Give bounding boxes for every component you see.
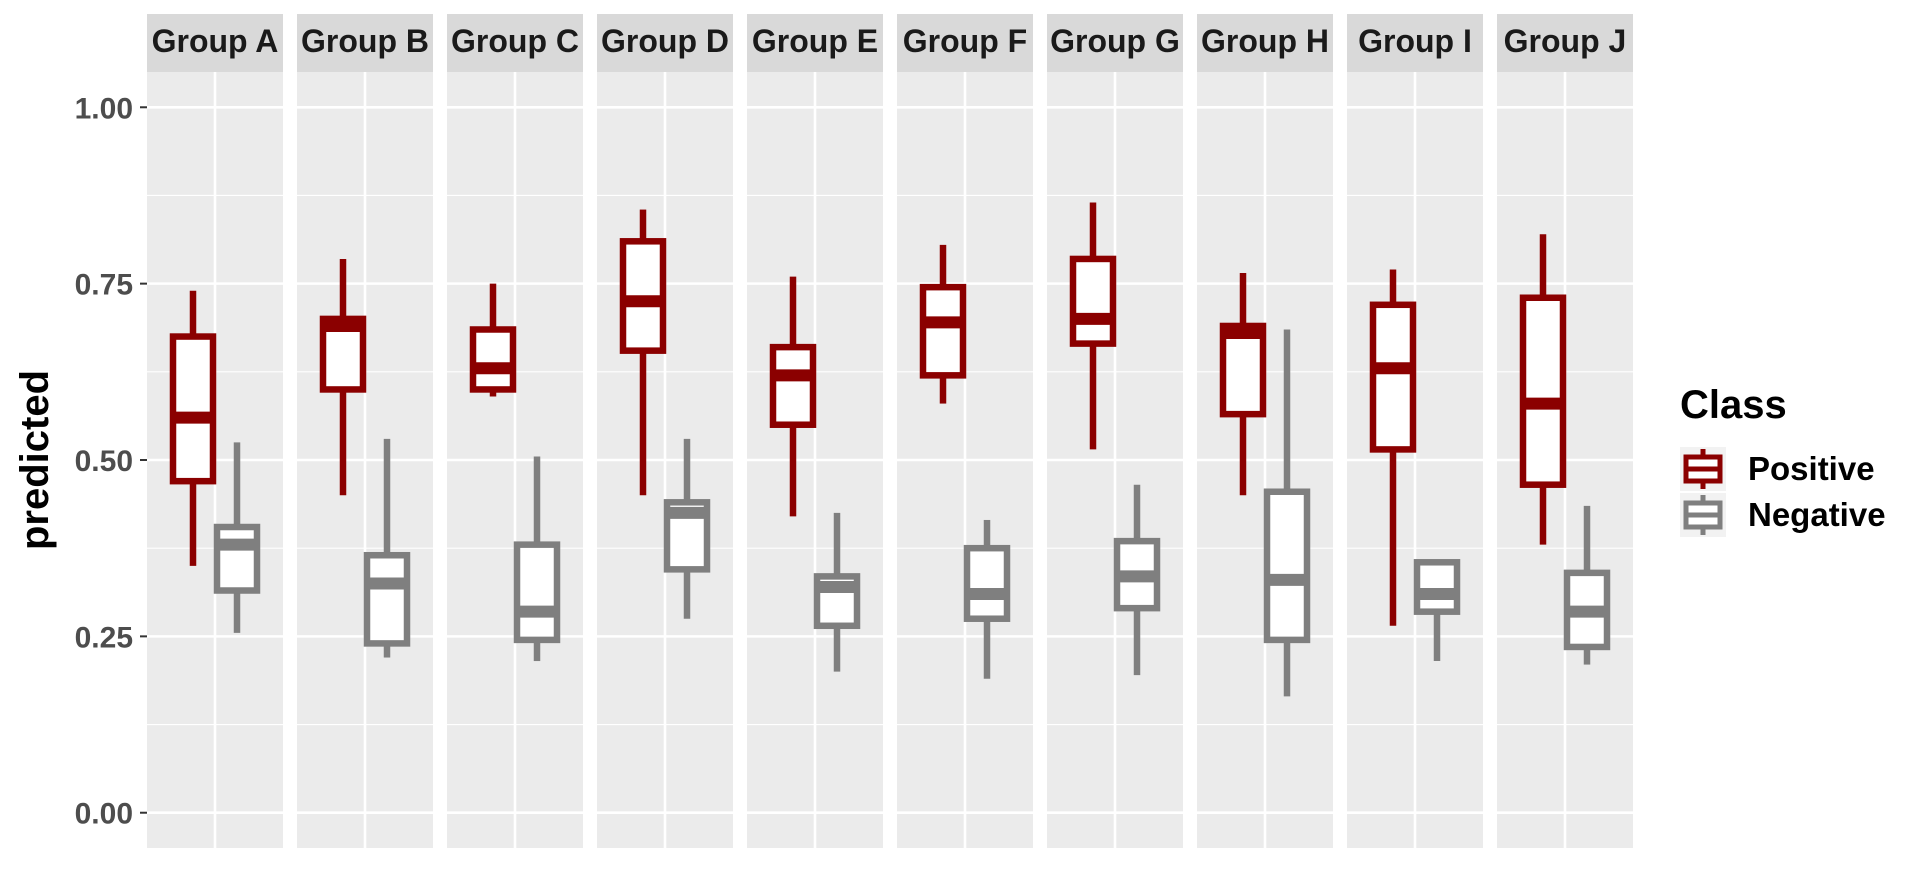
y-tick-label: 0.25 [75, 621, 133, 654]
box-body [769, 343, 817, 428]
facet-label: Group A [152, 23, 279, 59]
facet-label: Group D [601, 23, 729, 59]
box-body [1069, 255, 1117, 347]
facet-strip [1047, 14, 1183, 72]
box-body [1369, 301, 1417, 453]
facet-label: Group C [451, 23, 579, 59]
box-body [363, 551, 411, 647]
facet-strip [1197, 14, 1333, 72]
y-tick-label: 1.00 [75, 92, 133, 125]
facet-label: Group H [1201, 23, 1329, 59]
box-body [169, 333, 217, 485]
legend-label: Negative [1748, 496, 1886, 533]
y-axis-label: predicted [13, 370, 57, 550]
facet-strip [1497, 14, 1633, 72]
box-body [1413, 559, 1461, 615]
facet-label: Group J [1504, 23, 1627, 59]
facet-label: Group F [903, 23, 1027, 59]
legend-label: Positive [1748, 450, 1875, 487]
box-body [919, 283, 967, 379]
box-body [1519, 294, 1567, 488]
legend-title: Class [1680, 383, 1787, 427]
box-body [469, 326, 517, 393]
facet-strip [147, 14, 283, 72]
box-body [513, 541, 561, 644]
box-body [963, 544, 1011, 622]
facet-strip [597, 14, 733, 72]
facet-strip [747, 14, 883, 72]
box-body [213, 523, 261, 594]
facet-label: Group I [1358, 23, 1472, 59]
y-tick-label: 0.75 [75, 269, 133, 302]
facet-label: Group G [1050, 23, 1180, 59]
facet-strip [447, 14, 583, 72]
facet-label: Group B [301, 23, 429, 59]
y-tick-label: 0.00 [75, 798, 133, 831]
facet-strip [1347, 14, 1483, 72]
facet-label: Group E [752, 23, 878, 59]
facet-strip [297, 14, 433, 72]
box-body [1263, 488, 1311, 644]
y-tick-label: 0.50 [75, 445, 133, 478]
box-body [1219, 322, 1267, 418]
facet-strip [897, 14, 1033, 72]
